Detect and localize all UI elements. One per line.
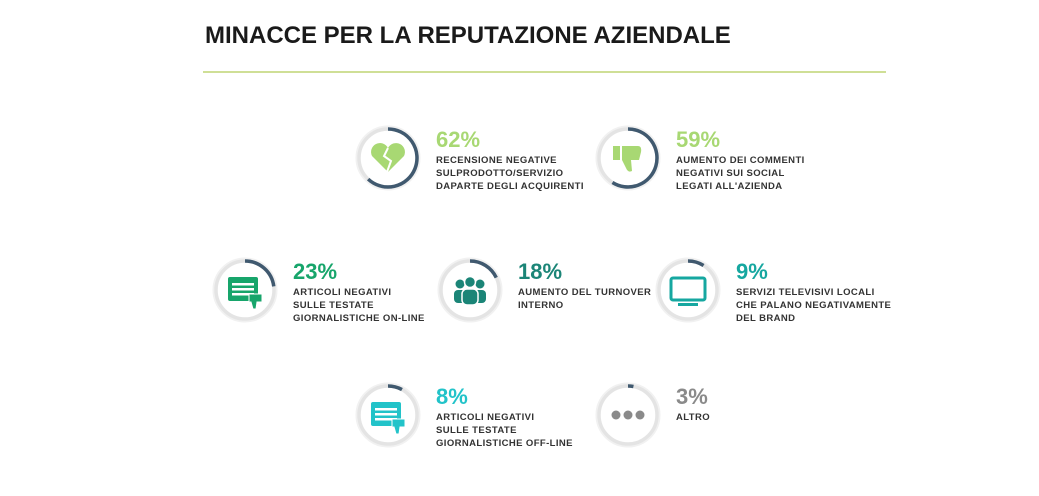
- icon-line: [232, 288, 254, 291]
- icon-dot: [635, 410, 645, 420]
- icon-dot: [611, 410, 621, 420]
- value-label: 18%: [518, 259, 563, 284]
- icon-crack: [382, 147, 393, 173]
- category-label: AUMENTO DEI COMMENTI NEGATIVI SUI SOCIAL…: [676, 155, 805, 192]
- value-label: 62%: [436, 127, 481, 152]
- icon-head: [475, 279, 485, 289]
- icon-line: [375, 408, 397, 411]
- icon-line: [375, 413, 397, 416]
- item-label: 62% RECENSIONE NEGATIVE SULPRODOTTO/SERVI…: [436, 128, 584, 193]
- ring-arc: [387, 384, 403, 392]
- icon: [228, 277, 263, 310]
- category-label: ALTRO: [676, 412, 711, 423]
- icon-stand: [678, 303, 698, 306]
- ring-arc: [244, 259, 276, 287]
- item-label: 18% AUMENTO DEL TURNOVER INTERNO: [518, 260, 651, 312]
- category-label: RECENSIONE NEGATIVE SULPRODOTTO/SERVIZIO…: [436, 155, 584, 192]
- icon-line: [232, 293, 254, 296]
- icon-screen: [669, 276, 707, 302]
- icon: [613, 146, 642, 172]
- chart-title: MINACCE PER LA REPUTAZIONE AZIENDALE: [205, 22, 731, 49]
- icon: [669, 276, 707, 306]
- ring-track: [657, 259, 719, 321]
- value-label: 9%: [736, 259, 768, 284]
- category-label: ARTICOLI NEGATIVI SULLE TESTATE GIORNALI…: [293, 287, 425, 324]
- value-label: 23%: [293, 259, 338, 284]
- icon-thumb: [391, 418, 406, 435]
- value-label: 3%: [676, 384, 708, 409]
- icon-line: [232, 283, 254, 286]
- item-label: 59% AUMENTO DEI COMMENTI NEGATIVI SUI SOC…: [676, 128, 805, 193]
- icon: [371, 143, 405, 173]
- icon-thumb: [248, 293, 263, 310]
- value-label: 59%: [676, 127, 721, 152]
- ring-arc: [366, 127, 419, 189]
- title-rule: [203, 71, 886, 73]
- icon-body: [461, 288, 479, 306]
- category-label: SERVIZI TELEVISIVI LOCALI CHE PALANO NEG…: [736, 287, 892, 324]
- ring-arc: [627, 384, 634, 389]
- ring-arc: [611, 127, 659, 189]
- item-label: 23% ARTICOLI NEGATIVI SULLE TESTATE GIORN…: [293, 260, 425, 325]
- item-label: 3% ALTRO: [676, 385, 710, 424]
- ring-arc: [469, 259, 498, 279]
- category-label: AUMENTO DEL TURNOVER INTERNO: [518, 287, 652, 311]
- category-label: ARTICOLI NEGATIVI SULLE TESTATE GIORNALI…: [436, 412, 573, 449]
- ring-arc: [687, 259, 705, 268]
- item-label: 8% ARTICOLI NEGATIVI SULLE TESTATE GIORNA…: [436, 385, 573, 450]
- icon: [454, 275, 486, 306]
- value-label: 8%: [436, 384, 468, 409]
- icon-cuff: [613, 146, 620, 160]
- icon-head: [463, 275, 477, 289]
- icon: [371, 402, 406, 435]
- icon-line: [375, 418, 397, 421]
- icon: [611, 410, 645, 420]
- item-label: 9% SERVIZI TELEVISIVI LOCALI CHE PALANO N…: [736, 260, 891, 325]
- icon-thumb: [622, 146, 642, 172]
- icon-head: [455, 279, 465, 289]
- icon-dot: [623, 410, 633, 420]
- icon-heart: [371, 143, 405, 172]
